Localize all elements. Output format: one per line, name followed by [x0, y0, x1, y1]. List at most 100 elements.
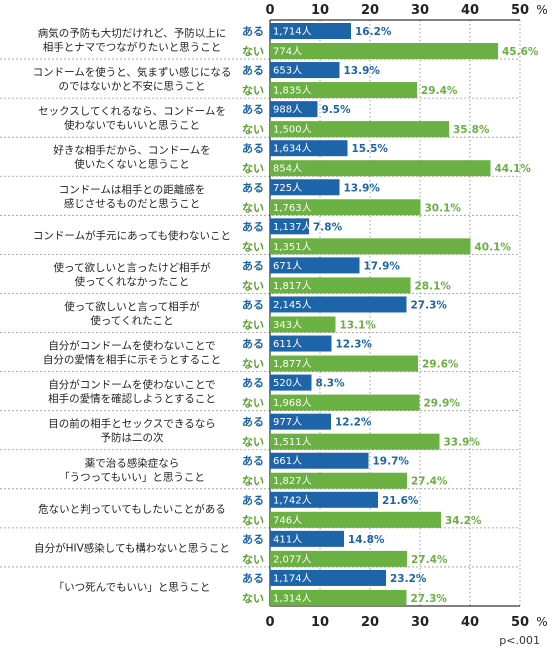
x-unit-top: %	[536, 3, 547, 17]
value-label-nai: 29.4%	[421, 85, 458, 97]
question-label: 使ってくれなかったこと	[75, 275, 190, 288]
value-label-nai: 34.2%	[445, 515, 482, 527]
series-label-aru: ある	[242, 181, 264, 194]
count-label-nai: 854人	[273, 163, 302, 175]
question-label: 相手の愛情を確認しようとすること	[48, 392, 216, 405]
question-label: 相手とナマでつながりたいと思うこと	[43, 41, 222, 54]
question-label: 自分がコンドームを使わないことで	[48, 378, 215, 391]
bar-nai	[270, 589, 407, 606]
x-tick-label-bottom: 40	[461, 615, 479, 630]
value-label-nai: 44.1%	[495, 163, 532, 175]
series-label-aru: ある	[242, 533, 264, 546]
series-label-aru: ある	[242, 259, 264, 272]
bar-aru	[270, 452, 369, 469]
bar-nai	[270, 550, 407, 567]
x-tick-label-bottom: 0	[265, 615, 274, 630]
count-label-nai: 1,763人	[273, 202, 312, 214]
count-label-aru: 1,714人	[273, 26, 312, 38]
question-label: のではないかと不安に思うこと	[59, 80, 206, 93]
question-label: 薬で治る感染症なら	[85, 456, 180, 469]
series-label-aru: ある	[242, 377, 264, 390]
bar-aru	[270, 179, 340, 196]
bar-aru	[270, 335, 332, 352]
x-unit-bottom: %	[536, 615, 547, 629]
count-label-aru: 2,145人	[273, 299, 312, 311]
x-tick-label-top: 50	[511, 3, 529, 18]
count-label-aru: 661人	[273, 455, 302, 467]
x-tick-label-bottom: 20	[361, 615, 379, 630]
series-label-nai: ない	[242, 397, 264, 410]
value-label-aru: 23.2%	[390, 573, 427, 585]
value-label-nai: 29.6%	[422, 359, 459, 371]
count-label-nai: 1,827人	[273, 475, 312, 487]
question-label: 危ないと判っていてもしたいことがある	[38, 502, 226, 515]
series-label-aru: ある	[242, 103, 264, 116]
bar-aru	[270, 101, 318, 118]
value-label-aru: 27.3%	[411, 299, 448, 311]
x-tick-label-bottom: 10	[311, 615, 329, 630]
value-label-aru: 13.9%	[344, 65, 381, 77]
series-label-aru: ある	[242, 25, 264, 38]
value-label-nai: 28.1%	[415, 280, 452, 292]
value-label-nai: 27.4%	[411, 554, 448, 566]
value-label-nai: 27.4%	[411, 476, 448, 488]
value-label-nai: 35.8%	[453, 124, 490, 136]
question-label: 感じさせるものだと思うこと	[64, 197, 201, 210]
series-label-aru: ある	[242, 142, 264, 155]
count-label-nai: 1,817人	[273, 280, 312, 292]
value-label-aru: 17.9%	[364, 260, 401, 272]
series-label-nai: ない	[242, 45, 264, 58]
count-label-aru: 1,174人	[273, 572, 312, 584]
count-label-aru: 520人	[273, 377, 302, 389]
count-label-nai: 746人	[273, 514, 302, 526]
series-label-nai: ない	[242, 592, 264, 605]
value-label-aru: 8.3%	[316, 378, 346, 390]
value-label-nai: 30.1%	[425, 202, 462, 214]
series-label-aru: ある	[242, 338, 264, 351]
bar-nai	[270, 238, 471, 255]
question-label: コンドームは相手との距離感を	[59, 183, 206, 196]
question-label: 使わないでもいいと思うこと	[64, 119, 200, 132]
x-tick-label-top: 10	[311, 3, 329, 18]
bar-aru	[270, 23, 351, 39]
bar-aru	[270, 218, 309, 235]
bar-aru	[270, 296, 407, 313]
value-label-aru: 16.2%	[355, 26, 392, 38]
question-label: 病気の予防も大切だけれど、予防以上に	[38, 27, 226, 40]
series-label-aru: ある	[242, 494, 264, 507]
series-label-nai: ない	[242, 240, 264, 253]
bar-nai	[270, 355, 418, 372]
count-label-aru: 611人	[273, 338, 302, 350]
question-label: コンドームが手元にあっても使わないこと	[33, 229, 231, 242]
series-label-aru: ある	[242, 455, 264, 468]
bar-nai	[270, 199, 421, 216]
series-label-nai: ない	[242, 318, 264, 331]
question-label: 使ってくれたこと	[90, 314, 173, 327]
series-label-aru: ある	[242, 298, 264, 311]
value-label-nai: 29.9%	[424, 398, 461, 410]
count-label-nai: 1,968人	[273, 397, 312, 409]
question-label: 好きな相手だから、コンドームを	[53, 144, 210, 157]
question-label: 自分がコンドームを使わないことで	[48, 339, 215, 352]
bar-nai	[270, 316, 336, 333]
bar-nai	[270, 160, 491, 177]
series-label-nai: ない	[242, 475, 264, 488]
series-label-nai: ない	[242, 162, 264, 175]
question-label: 使いたくないと思うこと	[74, 158, 190, 171]
bar-nai	[270, 433, 440, 450]
count-label-nai: 1,835人	[273, 85, 312, 97]
bar-nai	[270, 277, 411, 294]
count-label-aru: 1,742人	[273, 494, 312, 506]
question-label: 「うつってもいい」と思うこと	[59, 471, 205, 483]
question-label: 「いつ死んでもいい」と思うこと	[54, 581, 211, 593]
series-label-aru: ある	[242, 64, 264, 77]
question-label: 使って欲しいと言って相手が	[64, 300, 200, 313]
bar-nai	[270, 82, 417, 99]
value-label-aru: 9.5%	[322, 104, 352, 116]
count-label-aru: 1,634人	[273, 143, 312, 155]
value-label-aru: 14.8%	[348, 534, 385, 546]
bar-nai	[270, 394, 420, 411]
count-label-nai: 1,351人	[273, 241, 312, 253]
count-label-aru: 1,137人	[273, 221, 312, 233]
